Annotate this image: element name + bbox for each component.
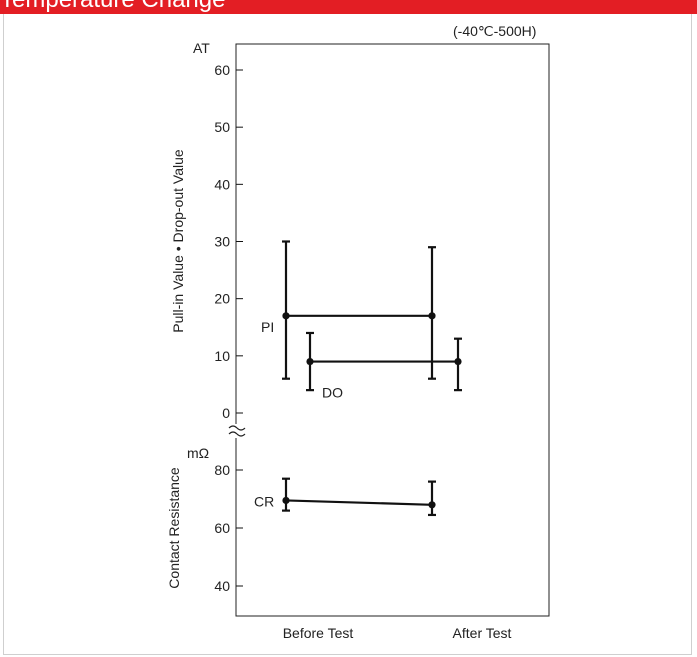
data-point-pi [282,312,290,320]
y-tick-label: 60 [214,62,230,78]
x-axis-categories: Before Test After Test [283,625,512,641]
y-tick-label: 50 [214,119,230,135]
series-label-pi: PI [261,319,274,335]
x-category-label: Before Test [283,625,354,641]
header-bar: Temperature Change [0,0,697,14]
chart-frame [3,14,692,655]
y-unit-label: AT [193,40,210,56]
series-line-cr [285,499,433,506]
data-point-do [306,357,314,366]
y-tick-label: 10 [214,348,230,364]
upper-panel: AT Pull-in Value • Drop-out Value 0 10 20 30 4… [170,40,462,421]
y-tick-label: 40 [214,176,230,192]
y-tick-label: 20 [214,291,230,307]
lower-panel: mΩ Contact Resistance 40 60 80 CR [166,445,436,594]
y-axis-label: Pull-in Value • Drop-out Value [170,149,186,333]
data-point-pi [428,312,436,320]
y-unit-label: mΩ [187,445,209,461]
y-tick-label: 40 [214,578,230,594]
x-category-label: After Test [453,625,512,641]
series-label-cr: CR [254,493,274,509]
y-tick-label: 30 [214,234,230,250]
series-label-do: DO [322,385,343,401]
data-point-cr [428,501,436,509]
header-title: Temperature Change [0,0,225,14]
condition-label: (-40℃-500H) [453,23,536,39]
y-tick-label: 80 [214,462,230,478]
axis-break-icon [226,424,246,438]
y-axis-label: Contact Resistance [166,467,182,589]
data-point-cr [282,496,290,505]
data-point-do [454,357,462,366]
y-tick-label: 0 [222,405,230,421]
plot-area [235,43,550,617]
y-tick-label: 60 [214,520,230,536]
